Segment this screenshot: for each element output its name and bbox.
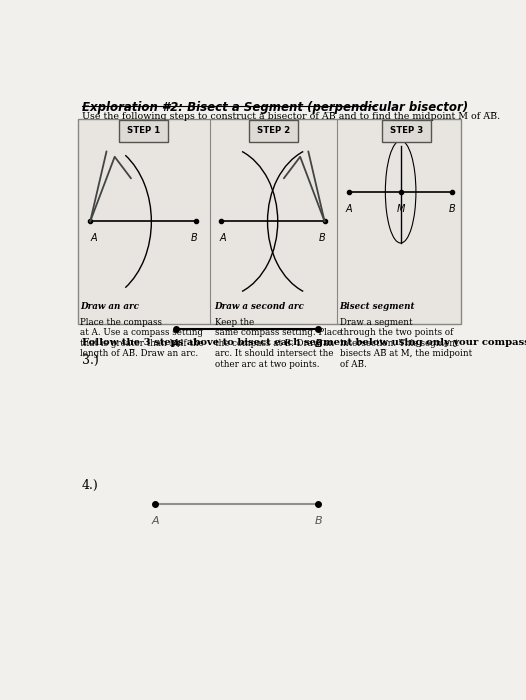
Text: 3.): 3.): [82, 354, 99, 367]
Text: STEP 3: STEP 3: [390, 127, 423, 135]
FancyBboxPatch shape: [249, 120, 298, 141]
FancyBboxPatch shape: [382, 120, 431, 141]
FancyBboxPatch shape: [119, 120, 168, 141]
Text: Draw a segment
through the two points of
intersection. This segment
bisects AB̅ : Draw a segment through the two points of…: [340, 318, 472, 368]
Text: A: A: [172, 339, 179, 349]
Text: STEP 1: STEP 1: [127, 127, 160, 135]
Text: A: A: [219, 233, 226, 244]
Text: B: B: [315, 517, 322, 526]
Text: B: B: [315, 339, 322, 349]
Text: M: M: [397, 204, 405, 214]
Text: Exploration #2: Bisect a Segment (perpendicular bisector): Exploration #2: Bisect a Segment (perpen…: [82, 102, 468, 114]
Text: Draw a second arc: Draw a second arc: [215, 302, 305, 311]
Text: B: B: [449, 204, 456, 214]
Text: Place the compass
at A. Use a compass setting
that is greater than half the
leng: Place the compass at A. Use a compass se…: [80, 318, 204, 358]
Text: B: B: [318, 233, 325, 244]
Text: Use the following steps to construct a bisector of A̅B̅ and to find the midpoint: Use the following steps to construct a b…: [82, 112, 500, 121]
Text: Bisect segment: Bisect segment: [340, 302, 415, 311]
Text: A: A: [91, 233, 98, 244]
Text: Draw an arc: Draw an arc: [80, 302, 139, 311]
Text: 4.): 4.): [82, 479, 99, 491]
Text: STEP 2: STEP 2: [257, 127, 290, 135]
Text: A: A: [346, 204, 352, 214]
FancyBboxPatch shape: [78, 119, 461, 324]
Text: B: B: [191, 233, 198, 244]
Text: Keep the
same compass setting. Place
the compass at B. Draw an
arc. It should in: Keep the same compass setting. Place the…: [215, 318, 342, 368]
Text: A: A: [151, 517, 159, 526]
Text: Follow the 3 steps above to bisect each segment below using only your compass an: Follow the 3 steps above to bisect each …: [82, 338, 526, 347]
